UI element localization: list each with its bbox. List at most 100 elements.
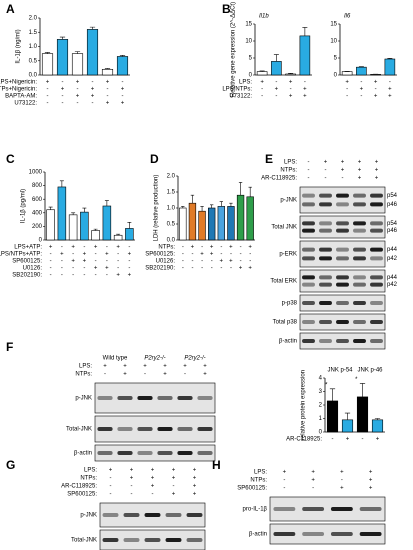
y-tick-label: 2	[319, 403, 323, 409]
condition-sign: -	[128, 266, 130, 272]
bar	[91, 230, 100, 241]
condition-sign: -	[375, 87, 377, 93]
band	[370, 247, 383, 252]
condition-label: SP600125:	[145, 252, 175, 258]
condition-sign: +	[388, 87, 392, 93]
blot-strip	[299, 186, 386, 214]
condition-sign: +	[376, 437, 380, 443]
bar	[356, 396, 369, 433]
condition-sign: -	[152, 492, 154, 498]
condition-sign: -	[106, 273, 108, 279]
band	[117, 396, 133, 400]
band	[197, 427, 213, 431]
condition-sign: -	[47, 94, 49, 100]
error-bar	[89, 26, 96, 30]
bar	[341, 71, 353, 76]
band-label: p-p38	[282, 301, 298, 307]
y-tick-label: 1.5	[167, 190, 176, 196]
condition-sign: +	[193, 476, 197, 482]
bar	[68, 214, 78, 241]
condition-sign: +	[105, 266, 109, 272]
band	[157, 396, 173, 400]
condition-sign: +	[130, 468, 134, 474]
band	[319, 320, 332, 324]
band	[319, 301, 332, 305]
y-axis-label: Relative gene expression (2^-ΔΔCt)	[231, 2, 237, 97]
band	[370, 282, 383, 287]
condition-sign: +	[105, 252, 109, 258]
band	[319, 256, 332, 261]
error-bar	[273, 54, 279, 62]
band	[302, 193, 315, 198]
band-label: β-actin	[74, 451, 92, 457]
y-tick-label: 1.0	[29, 44, 38, 50]
band	[370, 221, 383, 226]
condition-sign: -	[173, 484, 175, 490]
band	[353, 320, 366, 324]
band	[370, 275, 383, 280]
band	[144, 538, 161, 542]
band	[336, 275, 349, 280]
condition-sign: -	[240, 252, 242, 258]
y-tick-label: 0.5	[167, 222, 176, 228]
condition-label: NTPs:	[75, 372, 92, 378]
condition-sign: -	[220, 252, 222, 258]
band	[97, 396, 113, 400]
band	[177, 396, 193, 400]
y-tick-label: 1.0	[167, 206, 176, 212]
error-bar	[229, 202, 233, 207]
bar	[217, 206, 225, 241]
chart-title: Il1b	[259, 14, 269, 20]
band-label: Total JNK	[271, 225, 297, 231]
band	[273, 532, 296, 536]
condition-sign: -	[261, 94, 263, 100]
band-label: p-JNK	[280, 198, 297, 204]
condition-sign: +	[106, 80, 110, 86]
y-tick-label: 15	[330, 22, 337, 28]
band	[336, 320, 349, 324]
condition-sign: -	[191, 266, 193, 272]
band	[370, 301, 383, 305]
condition-label: SP600125:	[12, 259, 42, 265]
condition-sign: -	[110, 484, 112, 490]
condition-label: LPS+Nigericin:	[0, 80, 37, 86]
band	[319, 202, 332, 207]
band	[186, 513, 203, 517]
condition-sign: -	[342, 176, 344, 182]
condition-sign: +	[210, 245, 214, 251]
band	[336, 247, 349, 252]
condition-sign: -	[261, 87, 263, 93]
band	[102, 538, 119, 542]
condition-sign: +	[193, 484, 197, 490]
band	[336, 301, 349, 305]
condition-sign: -	[182, 266, 184, 272]
condition-sign: -	[62, 80, 64, 86]
band-label: p-ERK	[279, 252, 297, 258]
condition-label: U73122:	[14, 101, 37, 107]
condition-label: AR-C118925:	[261, 176, 297, 182]
condition-sign: +	[106, 101, 110, 107]
condition-sign: -	[95, 273, 97, 279]
band	[165, 513, 182, 517]
band-label: p-JNK	[75, 396, 92, 402]
condition-sign: +	[345, 80, 349, 86]
y-tick-label: 2.0	[167, 174, 176, 180]
condition-sign: +	[172, 468, 176, 474]
band	[353, 228, 366, 233]
condition-sign: +	[91, 87, 95, 93]
bar	[46, 209, 55, 241]
condition-label: BAPTA-AM:	[5, 94, 37, 100]
condition-label: LPS/NTPs+ATP:	[0, 252, 42, 258]
band	[197, 396, 213, 400]
condition-sign: -	[50, 273, 52, 279]
condition-sign: -	[72, 273, 74, 279]
blot-strip	[94, 415, 216, 443]
condition-sign: +	[375, 160, 379, 166]
condition-sign: -	[62, 101, 64, 107]
condition-sign: -	[308, 160, 310, 166]
error-bar	[59, 36, 66, 40]
significance-marker: *	[355, 377, 358, 383]
condition-sign: +	[220, 259, 224, 265]
condition-sign: -	[92, 101, 94, 107]
